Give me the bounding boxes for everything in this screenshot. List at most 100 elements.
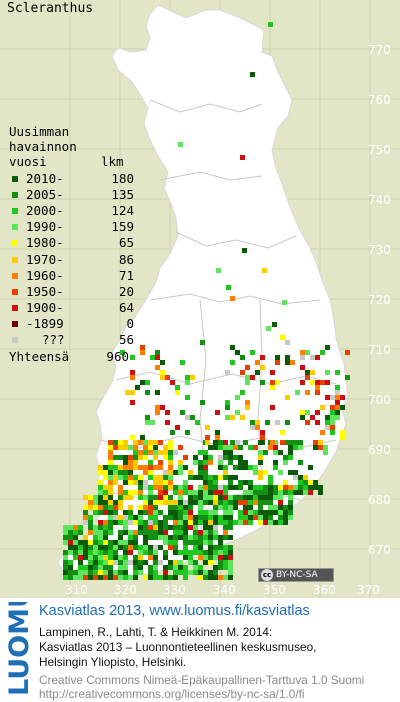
observation-cell bbox=[98, 525, 103, 530]
observation-cell bbox=[173, 515, 178, 520]
observation-cell bbox=[243, 480, 248, 485]
observation-cell bbox=[230, 415, 235, 420]
observation-cell bbox=[258, 520, 263, 525]
observation-cell bbox=[83, 495, 88, 500]
observation-cell bbox=[335, 410, 340, 415]
observation-cell bbox=[153, 550, 158, 555]
observation-cell bbox=[103, 520, 108, 525]
observation-cell bbox=[128, 445, 133, 450]
observation-cell bbox=[218, 550, 223, 555]
observation-cell bbox=[88, 555, 93, 560]
observation-cell bbox=[183, 540, 188, 545]
observation-cell bbox=[248, 510, 253, 515]
legend-swatch bbox=[12, 256, 18, 263]
observation-cell bbox=[158, 460, 163, 465]
observation-cell bbox=[108, 560, 113, 565]
legend-label: 2000- bbox=[26, 203, 64, 219]
observation-cell bbox=[108, 515, 113, 520]
observation-cell bbox=[138, 555, 143, 560]
observation-cell bbox=[158, 510, 163, 515]
observation-cell bbox=[88, 515, 93, 520]
observation-cell bbox=[325, 345, 330, 350]
legend-total-count: 960 bbox=[106, 348, 129, 364]
observation-cell bbox=[283, 490, 288, 495]
observation-cell bbox=[158, 520, 163, 525]
observation-cell bbox=[335, 415, 340, 420]
observation-cell bbox=[148, 460, 153, 465]
y-tick: 760 bbox=[368, 93, 391, 107]
observation-cell bbox=[113, 550, 118, 555]
observation-cell bbox=[295, 390, 300, 395]
observation-cell bbox=[63, 530, 68, 535]
observation-cell bbox=[248, 485, 253, 490]
observation-cell bbox=[213, 535, 218, 540]
observation-cell bbox=[213, 510, 218, 515]
observation-cell bbox=[325, 425, 330, 430]
observation-cell bbox=[203, 495, 208, 500]
observation-cell bbox=[143, 520, 148, 525]
observation-cell bbox=[285, 395, 290, 400]
observation-cell bbox=[268, 510, 273, 515]
observation-cell bbox=[203, 475, 208, 480]
observation-cell bbox=[63, 540, 68, 545]
observation-cell bbox=[125, 390, 130, 395]
observation-cell bbox=[278, 495, 283, 500]
observation-cell bbox=[208, 570, 213, 575]
observation-cell bbox=[178, 495, 183, 500]
observation-cell bbox=[213, 570, 218, 575]
observation-cell bbox=[280, 335, 285, 340]
license-link[interactable]: http://creativecommons.org/licenses/by-n… bbox=[39, 687, 305, 701]
observation-cell bbox=[158, 490, 163, 495]
observation-cell bbox=[208, 510, 213, 515]
observation-cell bbox=[153, 500, 158, 505]
observation-cell bbox=[243, 495, 248, 500]
observation-cell bbox=[163, 565, 168, 570]
observation-cell bbox=[163, 575, 168, 580]
observation-cell bbox=[215, 430, 220, 435]
observation-cell bbox=[300, 355, 305, 360]
footer-title-link[interactable]: Kasviatlas 2013, www.luomus.fi/kasviatla… bbox=[39, 603, 310, 619]
observation-cell bbox=[93, 495, 98, 500]
observation-cell bbox=[113, 500, 118, 505]
observation-cell bbox=[128, 480, 133, 485]
observation-cell bbox=[93, 500, 98, 505]
observation-cell bbox=[173, 500, 178, 505]
observation-cell bbox=[138, 525, 143, 530]
observation-cell bbox=[243, 520, 248, 525]
observation-cell bbox=[193, 495, 198, 500]
observation-cell bbox=[118, 540, 123, 545]
observation-cell bbox=[158, 530, 163, 535]
observation-cell bbox=[138, 550, 143, 555]
observation-cell bbox=[173, 565, 178, 570]
observation-cell bbox=[198, 570, 203, 575]
observation-cell bbox=[283, 485, 288, 490]
observation-cell bbox=[215, 435, 220, 440]
observation-cell bbox=[138, 475, 143, 480]
observation-cell bbox=[185, 395, 190, 400]
observation-cell bbox=[143, 440, 148, 445]
observation-cell bbox=[113, 570, 118, 575]
observation-cell bbox=[153, 445, 158, 450]
observation-cell bbox=[138, 515, 143, 520]
observation-cell bbox=[235, 350, 240, 355]
observation-cell bbox=[285, 355, 290, 360]
observation-cell bbox=[203, 470, 208, 475]
x-tick: 340 bbox=[213, 583, 236, 597]
observation-cell bbox=[160, 375, 165, 380]
observation-cell bbox=[103, 475, 108, 480]
observation-cell bbox=[103, 545, 108, 550]
observation-cell bbox=[288, 485, 293, 490]
observation-cell bbox=[178, 510, 183, 515]
observation-cell bbox=[133, 460, 138, 465]
observation-cell bbox=[258, 505, 263, 510]
legend-total-row: Yhteensä 960 bbox=[9, 348, 134, 365]
license-badge[interactable]: cc BY-NC-SA bbox=[258, 568, 334, 582]
observation-cell bbox=[248, 480, 253, 485]
observation-cell bbox=[68, 530, 73, 535]
observation-cell bbox=[268, 515, 273, 520]
observation-cell bbox=[123, 530, 128, 535]
observation-cell bbox=[128, 495, 133, 500]
observation-cell bbox=[113, 465, 118, 470]
observation-cell bbox=[140, 380, 145, 385]
observation-cell bbox=[208, 530, 213, 535]
